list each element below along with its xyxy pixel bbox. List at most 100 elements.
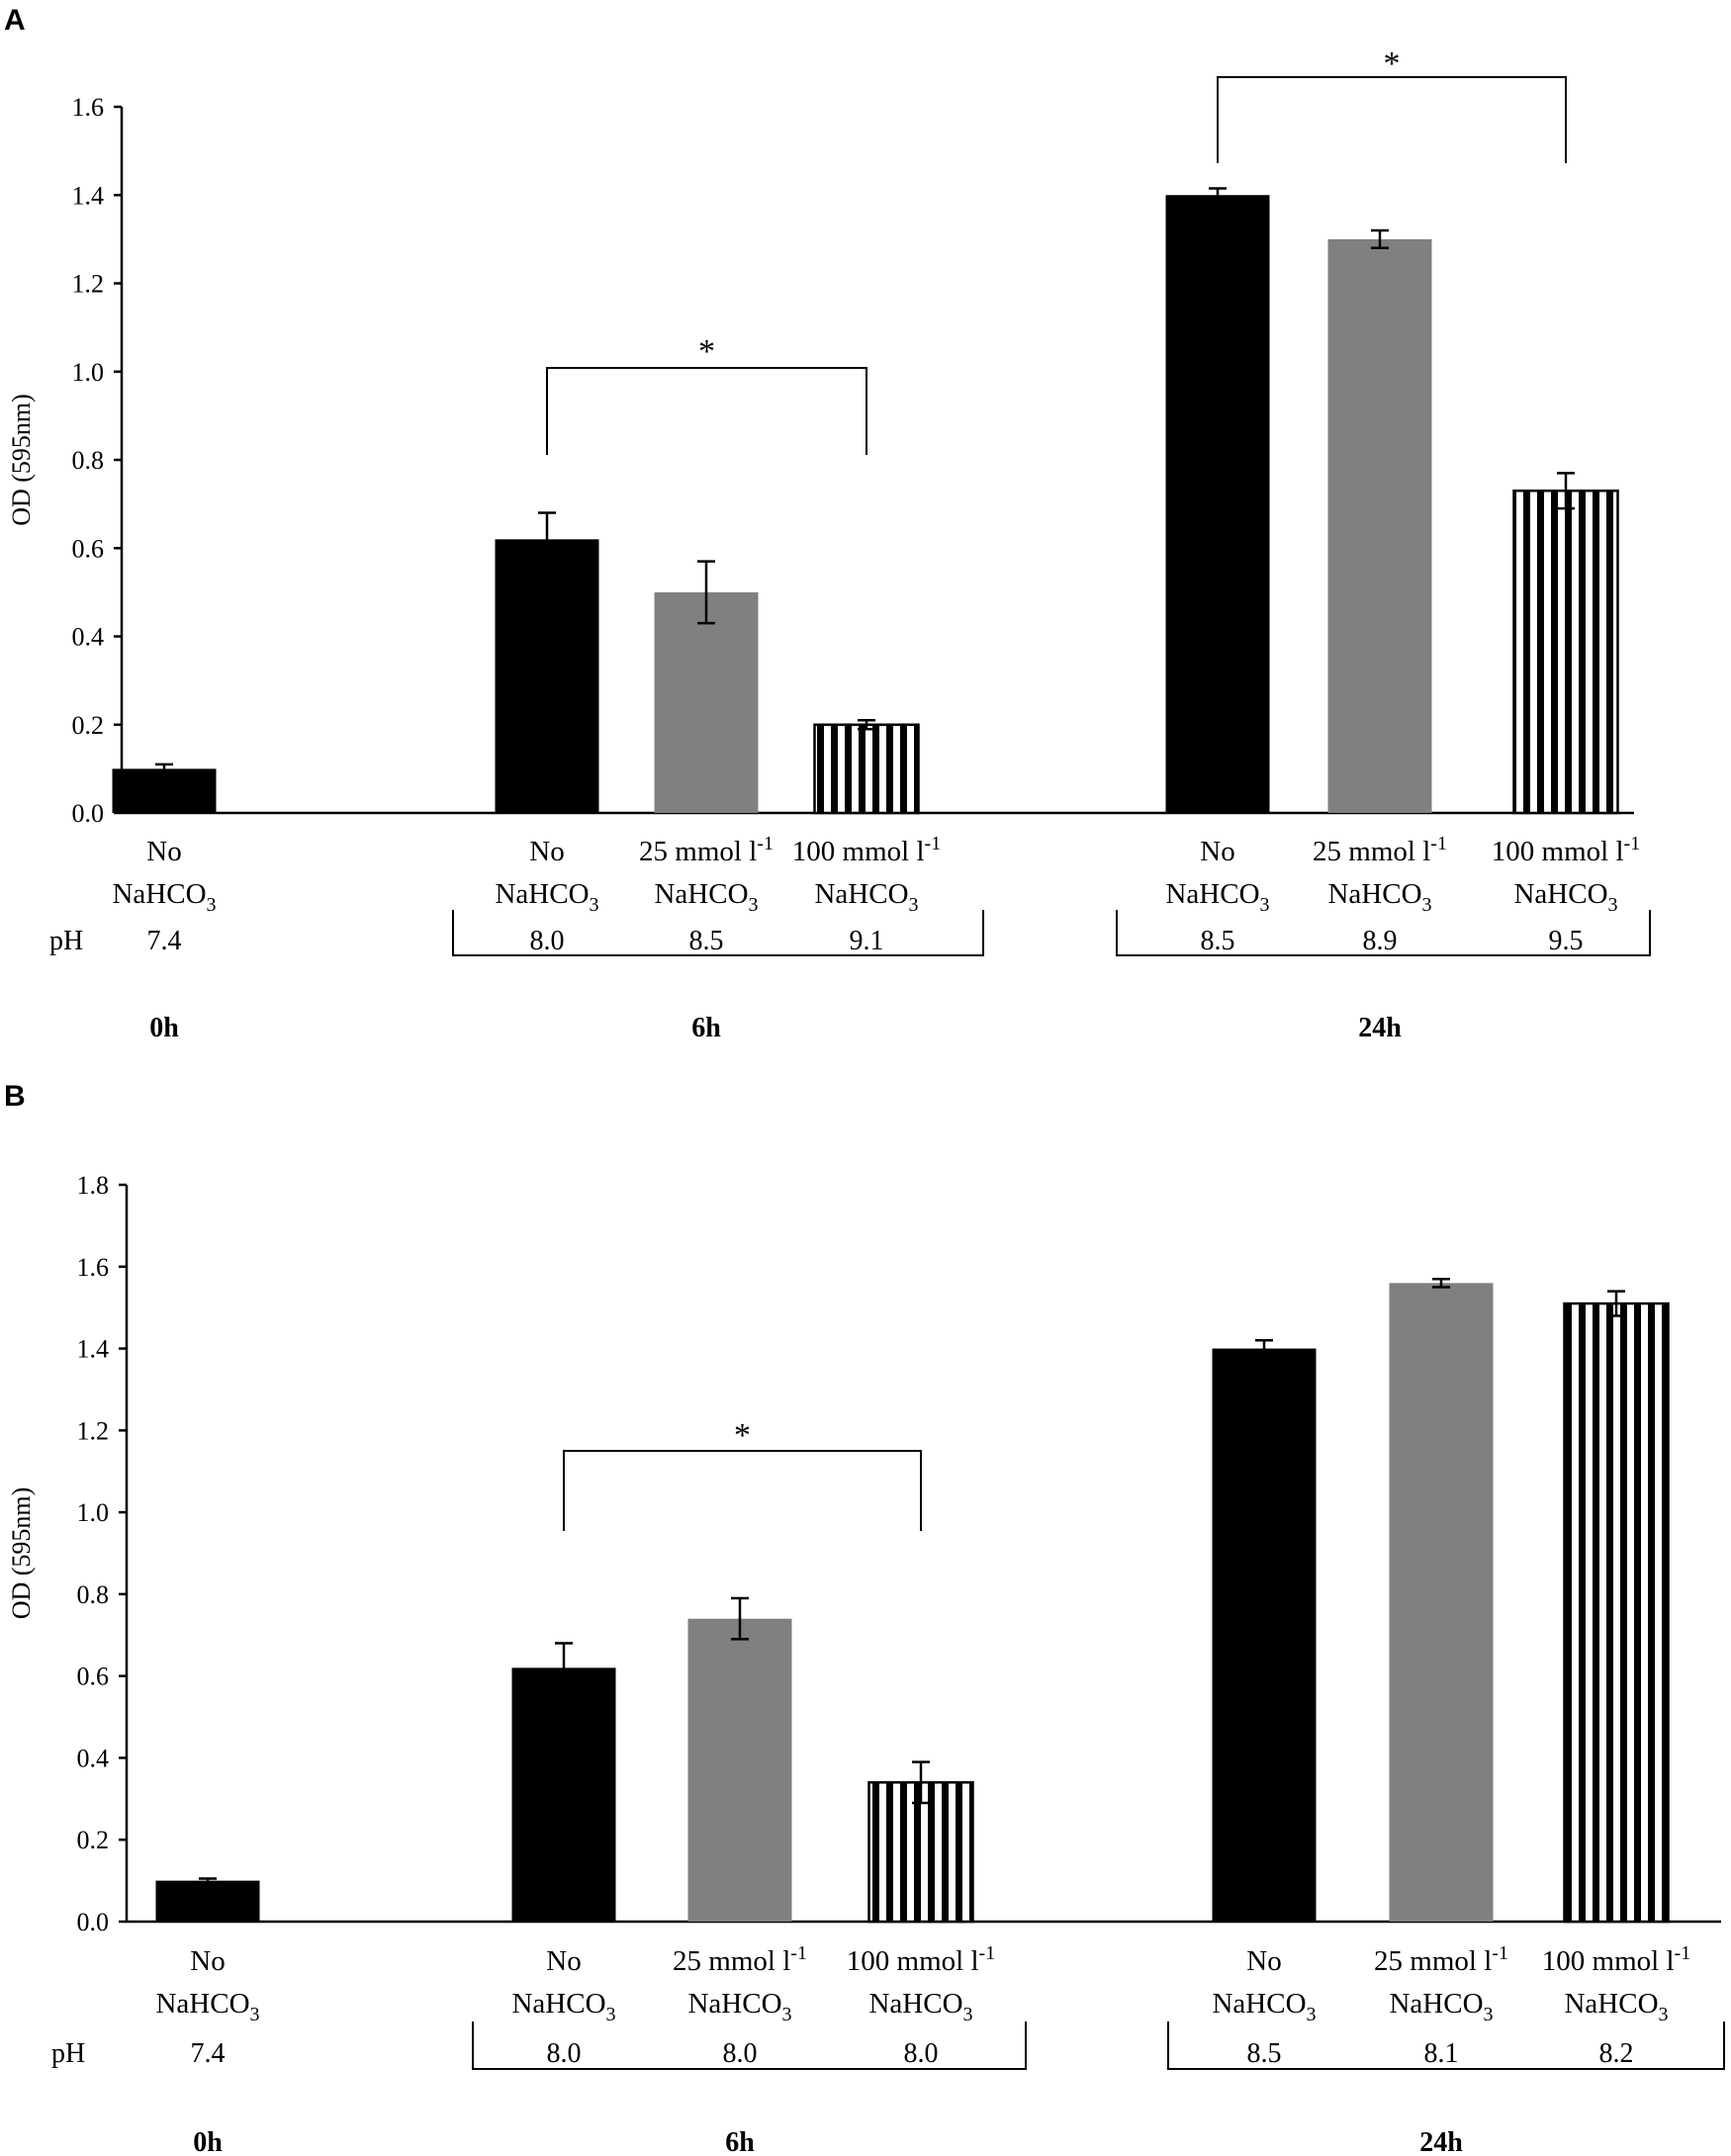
subscript: 3 (909, 894, 919, 916)
significance-bracket (546, 367, 867, 455)
category-compound: NaHCO3 (1513, 878, 1617, 916)
category-compound: NaHCO3 (1165, 878, 1269, 916)
y-tick-label: 0.8 (77, 1580, 110, 1609)
time-label: 24h (1419, 2127, 1463, 2156)
y-axis-label: OD (595nm) (7, 1487, 36, 1620)
ph-value: 7.4 (191, 2038, 226, 2069)
category-compound: NaHCO3 (155, 1988, 259, 2025)
category-compound: NaHCO3 (1389, 1988, 1493, 2025)
subscript: 3 (207, 894, 217, 916)
bar-0h-0 (155, 1880, 260, 1922)
category-label: 100 mmol l-1 (1492, 833, 1640, 867)
ph-value: 8.0 (723, 2038, 758, 2069)
category-compound: NaHCO3 (495, 878, 598, 916)
ph-label: pH (49, 926, 83, 956)
subscript: 3 (250, 2004, 260, 2025)
bar-6h-2 (867, 1781, 974, 1924)
category-label: No (190, 1945, 225, 1977)
bar-6h-0 (495, 539, 599, 813)
bar-6h-0 (511, 1667, 616, 1922)
bar-24h-1 (1327, 238, 1432, 813)
ph-value: 8.0 (904, 2038, 939, 2069)
y-tick-label: 1.4 (77, 1335, 110, 1364)
category-label: 25 mmol l-1 (673, 1942, 807, 1977)
ph-value: 8.1 (1424, 2038, 1459, 2069)
category-compound: NaHCO3 (868, 1988, 972, 2025)
superscript: -1 (1624, 833, 1641, 854)
subscript: 3 (1608, 894, 1618, 916)
category-label: 100 mmol l-1 (847, 1942, 995, 1977)
ph-value: 8.5 (1201, 926, 1235, 956)
significance-star: * (698, 333, 715, 370)
category-label: No (529, 836, 564, 867)
significance-bracket (1217, 76, 1567, 163)
y-tick-label: 1.0 (77, 1498, 110, 1527)
category-label: No (146, 836, 181, 867)
y-tick-label: 0.6 (77, 1662, 110, 1691)
subscript: 3 (590, 894, 599, 916)
subscript: 3 (1307, 2004, 1317, 2025)
category-compound: NaHCO3 (1212, 1988, 1316, 2025)
y-tick-label: 1.2 (77, 1416, 110, 1445)
significance-bracket (563, 1450, 922, 1531)
category-label: 25 mmol l-1 (1313, 833, 1447, 867)
ph-value: 8.2 (1599, 2038, 1634, 2069)
y-tick-label: 0.6 (72, 534, 105, 563)
bar-6h-2 (813, 723, 920, 815)
category-label: 25 mmol l-1 (639, 833, 774, 867)
ph-value: 9.1 (850, 926, 884, 956)
y-axis-label: OD (595nm) (7, 394, 36, 526)
panel-letter-a: A (4, 4, 26, 37)
y-tick-label: 0.2 (77, 1826, 110, 1854)
ph-group-bracket (452, 910, 984, 956)
y-tick-label: 1.0 (72, 358, 105, 387)
subscript: 3 (963, 2004, 973, 2025)
subscript: 3 (1422, 894, 1432, 916)
category-compound: NaHCO3 (511, 1988, 615, 2025)
y-tick-label: 0.2 (72, 711, 105, 740)
chart-panel-a: 0.0 0.2 0.4 0.6 0.8 1.0 1.2 1.4 1.6 OD (595nm) pH N… (7, 45, 1651, 1043)
bar-6h-1 (687, 1618, 792, 1922)
y-tick-label: 0.0 (72, 799, 105, 828)
ph-value: 8.9 (1363, 926, 1398, 956)
ph-value: 8.0 (547, 2038, 582, 2069)
ph-value: 8.5 (1247, 2038, 1282, 2069)
ph-value: 8.0 (530, 926, 565, 956)
bar-0h-0 (112, 768, 217, 813)
category-compound: NaHCO3 (654, 878, 758, 916)
y-tick-label: 0.0 (77, 1908, 110, 1936)
category-label: No (546, 1945, 581, 1977)
superscript: -1 (790, 1942, 807, 1964)
subscript: 3 (606, 2004, 616, 2025)
subscript: 3 (782, 2004, 792, 2025)
bar-24h-0 (1212, 1348, 1317, 1922)
subscript: 3 (749, 894, 759, 916)
category-label: 100 mmol l-1 (1542, 1942, 1690, 1977)
bar-6h-1 (654, 591, 759, 813)
category-label: 25 mmol l-1 (1374, 1942, 1508, 1977)
subscript: 3 (1659, 2004, 1669, 2025)
superscript: -1 (979, 1942, 996, 1964)
ph-value: 7.4 (147, 926, 182, 956)
superscript: -1 (1492, 1942, 1508, 1964)
category-compound: NaHCO3 (112, 878, 216, 916)
ph-label: pH (51, 2038, 85, 2069)
y-tick-label: 0.4 (72, 623, 105, 652)
time-label: 6h (691, 1013, 721, 1043)
bar-24h-2 (1563, 1302, 1670, 1924)
y-tick-label: 1.6 (72, 93, 105, 122)
ph-value: 9.5 (1549, 926, 1584, 956)
subscript: 3 (1484, 2004, 1494, 2025)
bar-24h-2 (1512, 489, 1619, 815)
time-label: 0h (193, 2127, 223, 2156)
chart-panel-b: 0.0 0.2 0.4 0.6 0.8 1.0 1.2 1.4 1.6 1.8 OD (595nm)… (7, 1171, 1725, 2156)
ph-group-bracket (1167, 2021, 1725, 2070)
superscript: -1 (925, 833, 942, 854)
category-label: No (1200, 836, 1234, 867)
significance-star: * (734, 1417, 751, 1454)
subscript: 3 (1260, 894, 1270, 916)
y-tick-label: 1.6 (77, 1253, 110, 1282)
category-compound: NaHCO3 (1564, 1988, 1668, 2025)
y-tick-label: 1.4 (72, 181, 105, 210)
